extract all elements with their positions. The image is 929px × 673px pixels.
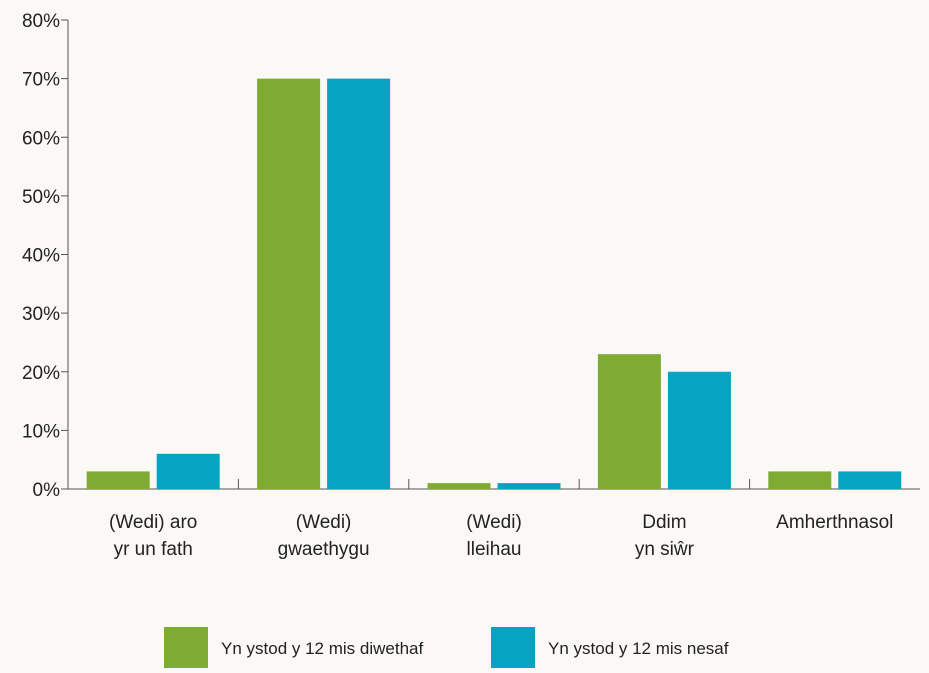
bar xyxy=(156,453,220,489)
y-tick-label: 0% xyxy=(33,480,61,501)
y-tick-label: 40% xyxy=(22,246,60,267)
x-category-label: (Wedi) xyxy=(466,512,522,533)
bar xyxy=(838,471,902,489)
y-tick-label: 70% xyxy=(22,70,60,91)
y-tick-label: 20% xyxy=(22,363,60,384)
legend: Yn ystod y 12 mis diwethaf Yn ystod y 12 … xyxy=(164,627,729,668)
bars xyxy=(86,78,902,489)
x-category-label: (Wedi) aro xyxy=(109,512,197,533)
x-category-label: Ddim xyxy=(642,512,686,533)
x-axis: (Wedi) aro yr un fath (Wedi) gwaethygu (Wedi… xyxy=(68,479,920,560)
y-tick-label: 60% xyxy=(22,128,60,149)
y-axis: 0% 10% 20% 30% 40% 50% 60% 70% 80% xyxy=(22,11,69,501)
bar xyxy=(86,471,150,489)
legend-label: Yn ystod y 12 mis nesaf xyxy=(548,639,729,658)
y-tick-label: 30% xyxy=(22,304,60,325)
bar xyxy=(597,354,661,489)
bar xyxy=(257,78,321,489)
legend-swatch xyxy=(164,627,208,668)
x-category-label: gwaethygu xyxy=(278,539,370,560)
bar xyxy=(667,371,731,489)
legend-label: Yn ystod y 12 mis diwethaf xyxy=(221,639,423,658)
x-category-label: yn siŵr xyxy=(635,539,695,560)
bar xyxy=(497,483,561,489)
bar xyxy=(768,471,832,489)
bar xyxy=(427,483,491,489)
bar xyxy=(327,78,391,489)
y-tick-label: 10% xyxy=(22,421,60,442)
x-category-label: yr un fath xyxy=(114,539,193,560)
legend-swatch xyxy=(491,627,535,668)
x-category-label: Amherthnasol xyxy=(776,512,893,533)
y-tick-label: 50% xyxy=(22,187,60,208)
x-category-label: lleihau xyxy=(467,539,522,560)
y-tick-label: 80% xyxy=(22,11,60,32)
x-category-label: (Wedi) xyxy=(296,512,352,533)
